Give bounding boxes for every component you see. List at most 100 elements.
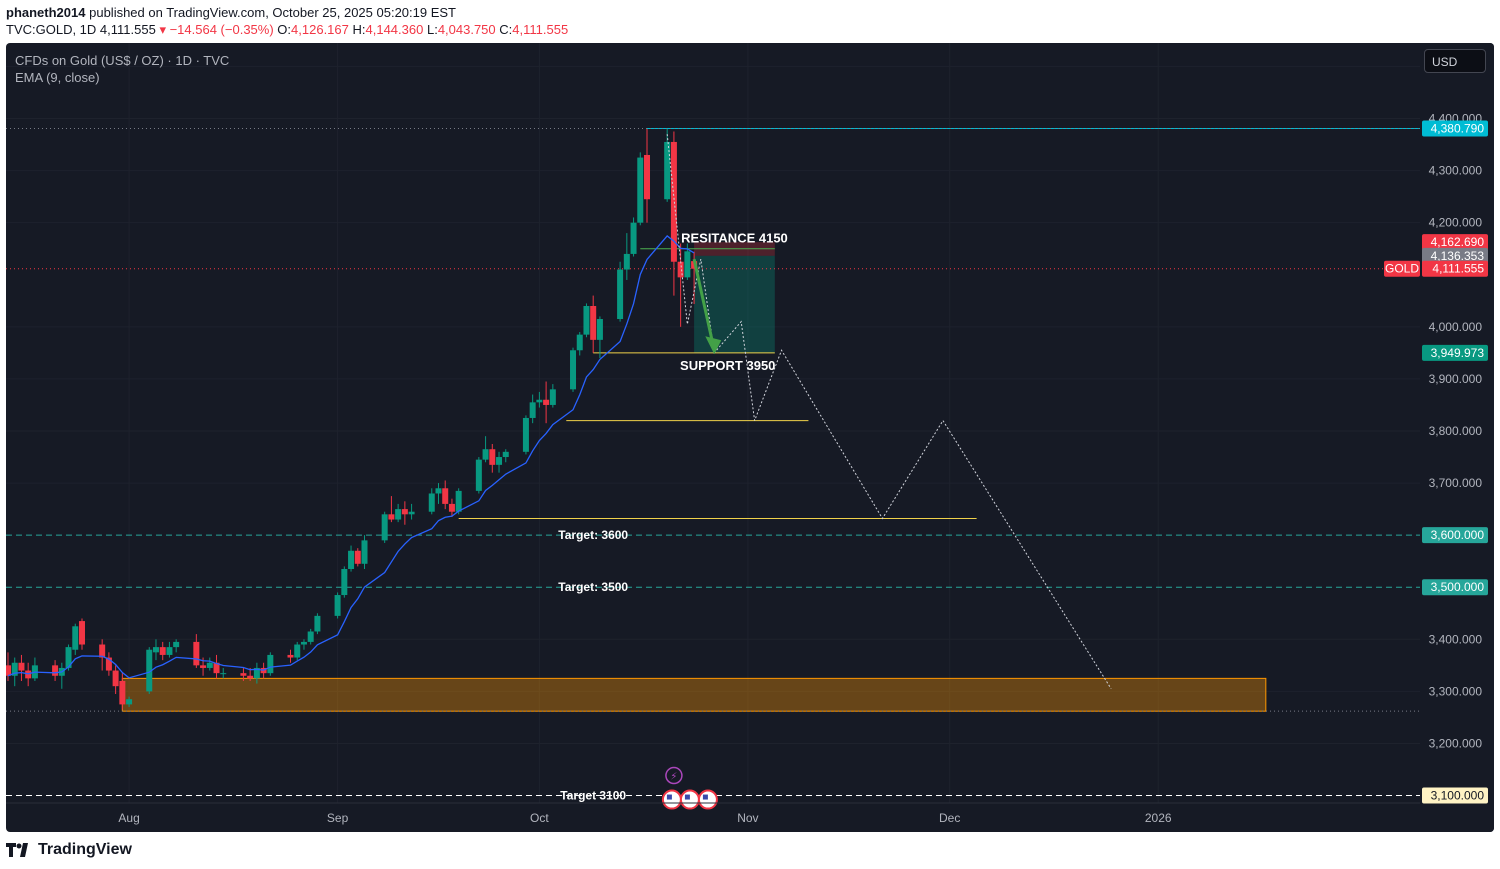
candle-body [623, 253, 630, 270]
candle-body [314, 615, 321, 632]
candle-body [99, 644, 106, 658]
price-tick-label: 3,300.000 [1429, 684, 1483, 698]
down-arrow-shaft [692, 258, 716, 351]
open-value: 4,126.167 [291, 22, 349, 37]
candle-body [388, 514, 395, 520]
level-tag [1422, 579, 1488, 596]
candle-body [596, 319, 603, 340]
level-tag-text: 3,600.000 [1431, 528, 1485, 542]
candle-body [341, 569, 348, 596]
candle-body [435, 488, 442, 494]
candle-body [6, 665, 11, 676]
high-label: H: [352, 22, 366, 37]
candle-body [206, 662, 213, 668]
candle-body [630, 222, 637, 254]
time-tick-label: 2026 [1145, 811, 1172, 825]
candle-body [126, 699, 133, 705]
candle-body [240, 673, 247, 676]
candle-body [247, 675, 254, 679]
candle-body [65, 647, 72, 668]
candle-body [52, 665, 59, 676]
projection-path [666, 134, 1112, 690]
price-tag-text: 4,162.690 [1431, 235, 1485, 249]
candle-body [381, 514, 388, 541]
level-tag-text: 3,100.000 [1431, 789, 1485, 803]
price-tag-text: 4,136.353 [1431, 249, 1485, 263]
candle-body [119, 680, 126, 705]
tradingview-logo-icon [6, 843, 28, 857]
us-flag-canton [702, 794, 708, 800]
level-tag-text: 3,500.000 [1431, 580, 1485, 594]
candle-body [159, 647, 166, 655]
us-flag-canton [666, 794, 672, 800]
candle-body [664, 141, 671, 200]
candle-body [455, 490, 462, 512]
footer-logo: TradingView [6, 841, 132, 859]
candle-body [267, 654, 274, 674]
publish-info: phaneth2014 published on TradingView.com… [6, 5, 456, 20]
time-tick-label: Aug [118, 811, 139, 825]
author-name[interactable]: phaneth2014 [6, 5, 86, 20]
candle-body [576, 334, 583, 351]
candle-body [529, 402, 536, 418]
ema-line [7, 235, 695, 679]
time-tick-label: Dec [939, 811, 960, 825]
symbol: TVC:GOLD, 1D [6, 22, 97, 37]
candle-body [348, 550, 355, 569]
price-tag-text: 3,949.973 [1431, 346, 1485, 360]
price-tag [1422, 247, 1488, 264]
currency-button[interactable]: USD [1424, 49, 1486, 73]
price-tick-label: 3,400.000 [1429, 632, 1483, 646]
down-arrow-icon [705, 336, 722, 355]
candle-body [482, 449, 489, 460]
price-tick-label: 4,000.000 [1429, 320, 1483, 334]
price-tick-label: 3,200.000 [1429, 736, 1483, 750]
annotation-label: Target: 3600 [558, 528, 628, 542]
candle-body [220, 673, 227, 675]
candle-body [173, 641, 180, 648]
level-tag [1422, 787, 1488, 804]
candle-body [401, 509, 408, 515]
candle-body [25, 670, 32, 679]
lightning-icon [665, 766, 683, 785]
time-tick-label: Oct [530, 811, 549, 825]
price-tick-label: 4,300.000 [1429, 164, 1483, 178]
low-label: L: [426, 22, 438, 37]
price-tick-label: 3,800.000 [1429, 424, 1483, 438]
low-value: 4,043.750 [437, 22, 496, 37]
legend-title: CFDs on Gold (US$ / OZ) · 1D · TVC [15, 53, 230, 68]
candle-body [166, 647, 173, 655]
candle-body [442, 488, 449, 504]
brand-name: TradingView [38, 841, 132, 858]
high-value: 4,144.360 [365, 22, 424, 37]
symbol-quote: TVC:GOLD, 1D 4,111.555 ▾ −14.564 (−0.35%… [6, 22, 568, 38]
candle-body [448, 503, 455, 512]
legend-indicator[interactable]: EMA (9, close) [15, 70, 100, 85]
candle-body [502, 451, 509, 458]
price-axis [1420, 43, 1494, 832]
price-tag [1422, 260, 1488, 277]
candle-body [570, 350, 577, 390]
take-profit-area [694, 255, 775, 353]
us-flag-canton [684, 794, 690, 800]
price-tick-label: 3,700.000 [1429, 476, 1483, 490]
lightning-icon-glyph: ⚡ [670, 772, 677, 783]
candle-body [496, 457, 503, 465]
time-tick-label: Nov [737, 811, 758, 825]
level-tag [1422, 527, 1488, 544]
chart-panel[interactable]: RESITANCE 4150 SUPPORT 3950 Target: 3600 Ta… [6, 43, 1494, 832]
price-tag [1422, 234, 1488, 251]
demand-zone [121, 677, 1267, 712]
published-text: published on TradingView.com, October 25… [89, 5, 456, 20]
candle-body [152, 647, 159, 653]
candle-body [294, 644, 301, 658]
annotation-label: RESITANCE 4150 [681, 230, 788, 245]
candle-body [307, 631, 314, 642]
candle-body [200, 665, 207, 668]
close-value: 4,111.555 [512, 22, 569, 37]
open-label: O: [277, 22, 292, 37]
chart-canvas[interactable]: RESITANCE 4150 SUPPORT 3950 Target: 3600 Ta… [6, 43, 1494, 832]
candle-body [78, 621, 85, 645]
symbol-tag-text: GOLD [1385, 262, 1419, 276]
time-tick-label: Sep [327, 811, 349, 825]
